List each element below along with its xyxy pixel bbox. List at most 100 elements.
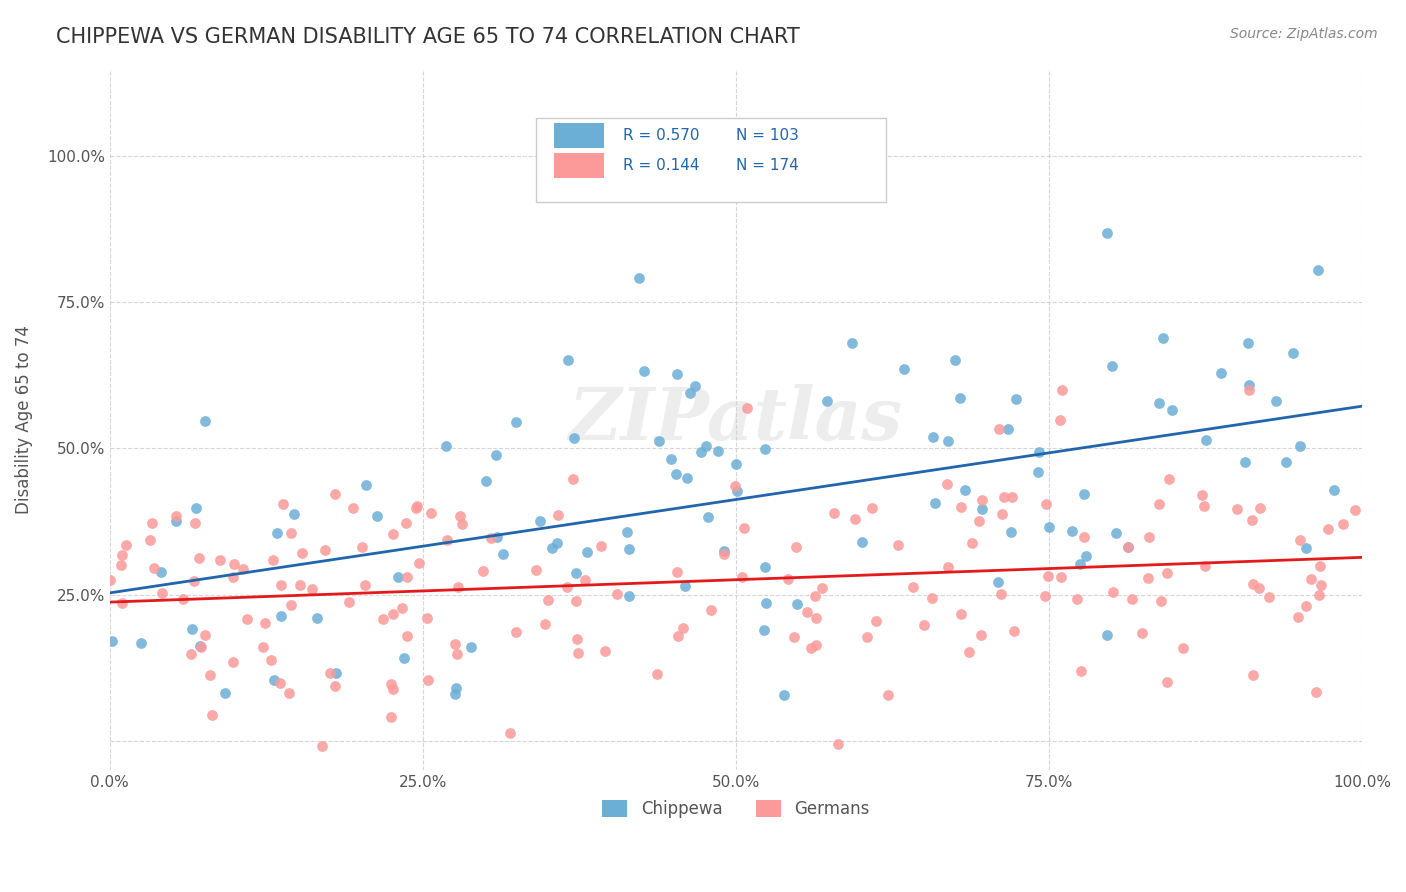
- Point: [214, 686, 236, 700]
- Point: [648, 434, 671, 448]
- Point: [1153, 331, 1175, 345]
- Point: [269, 675, 291, 690]
- Point: [1274, 454, 1296, 468]
- Point: [936, 477, 959, 491]
- Point: [990, 507, 1012, 521]
- Point: [877, 689, 900, 703]
- Point: [619, 590, 641, 604]
- Point: [1004, 392, 1026, 407]
- Point: [1331, 517, 1354, 532]
- Point: [987, 422, 1010, 436]
- Point: [1073, 530, 1095, 544]
- Point: [444, 681, 467, 695]
- Point: [1308, 588, 1330, 602]
- Point: [737, 401, 759, 415]
- Point: [575, 545, 598, 559]
- Point: [1226, 501, 1249, 516]
- Point: [291, 545, 314, 559]
- Point: [562, 431, 585, 445]
- Point: [100, 633, 122, 648]
- Point: [1289, 533, 1312, 547]
- Point: [1049, 413, 1071, 427]
- Point: [1000, 525, 1022, 540]
- Point: [188, 639, 211, 653]
- Point: [1121, 591, 1143, 606]
- Point: [1286, 610, 1309, 624]
- Point: [1233, 455, 1256, 469]
- Point: [190, 640, 212, 654]
- Point: [180, 647, 202, 661]
- Point: [444, 687, 467, 701]
- Point: [1344, 503, 1367, 517]
- Point: [1237, 336, 1260, 351]
- Point: [1209, 366, 1232, 380]
- Point: [557, 353, 579, 368]
- Point: [783, 630, 806, 644]
- Point: [1195, 433, 1218, 447]
- Point: [1066, 592, 1088, 607]
- Point: [672, 621, 695, 635]
- Point: [1157, 472, 1180, 486]
- Point: [371, 612, 394, 626]
- Point: [893, 362, 915, 376]
- Point: [752, 623, 775, 637]
- Point: [1001, 490, 1024, 504]
- Point: [277, 686, 299, 700]
- Point: [1241, 577, 1264, 591]
- Point: [936, 559, 959, 574]
- Point: [696, 509, 718, 524]
- Point: [811, 581, 834, 595]
- Point: [449, 508, 471, 523]
- Point: [395, 516, 418, 530]
- Point: [472, 564, 495, 578]
- Point: [280, 525, 302, 540]
- Point: [475, 474, 498, 488]
- Point: [804, 589, 827, 603]
- Legend: Chippewa, Germans: Chippewa, Germans: [596, 793, 876, 825]
- Point: [492, 548, 515, 562]
- Point: [589, 539, 612, 553]
- Point: [912, 618, 935, 632]
- Point: [252, 640, 274, 654]
- Point: [922, 430, 945, 444]
- Point: [666, 628, 689, 642]
- Point: [1249, 500, 1271, 515]
- Point: [254, 616, 277, 631]
- Point: [142, 560, 165, 574]
- Text: Source: ZipAtlas.com: Source: ZipAtlas.com: [1230, 27, 1378, 41]
- Point: [193, 628, 215, 642]
- FancyBboxPatch shape: [554, 122, 605, 148]
- Point: [1095, 628, 1118, 642]
- Point: [149, 566, 172, 580]
- Point: [1116, 541, 1139, 555]
- Point: [111, 597, 134, 611]
- Point: [434, 439, 457, 453]
- Point: [754, 442, 776, 456]
- Point: [1147, 396, 1170, 410]
- Point: [1295, 541, 1317, 555]
- Point: [1241, 513, 1264, 527]
- Point: [707, 444, 730, 458]
- Point: [406, 500, 429, 514]
- Point: [283, 507, 305, 521]
- Point: [110, 558, 132, 573]
- Point: [593, 644, 616, 658]
- Point: [957, 645, 980, 659]
- Point: [485, 448, 508, 462]
- Text: ZIPatlas: ZIPatlas: [569, 384, 903, 455]
- Point: [1149, 497, 1171, 511]
- Point: [724, 478, 747, 492]
- Point: [201, 707, 224, 722]
- Point: [260, 653, 283, 667]
- Point: [1192, 500, 1215, 514]
- Point: [997, 422, 1019, 436]
- Text: N = 174: N = 174: [735, 158, 799, 173]
- Point: [232, 562, 254, 576]
- Point: [565, 632, 588, 647]
- Point: [972, 493, 994, 508]
- Point: [342, 500, 364, 515]
- Point: [695, 439, 717, 453]
- Point: [1035, 497, 1057, 511]
- Point: [224, 557, 246, 571]
- Point: [1323, 483, 1346, 497]
